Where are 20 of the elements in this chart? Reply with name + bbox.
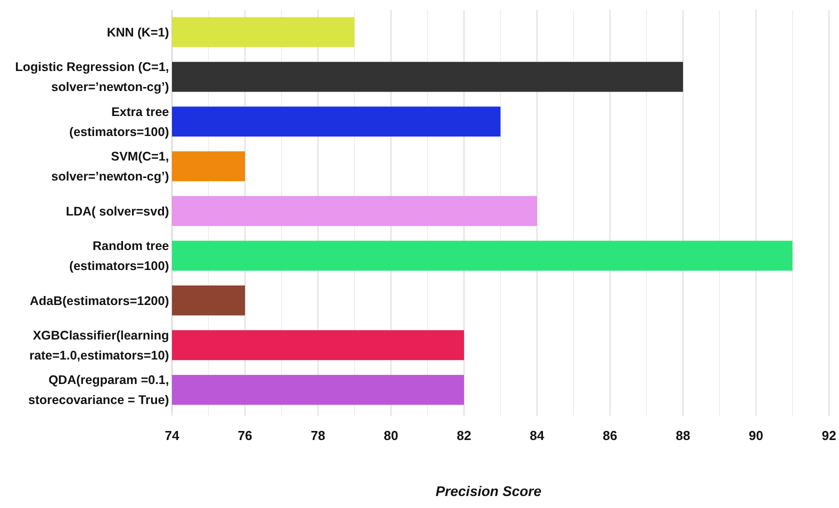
y-tick-label: SVM(C=1, solver=’newton-cg’)	[51, 150, 169, 184]
y-tick-label: Logistic Regression (C=1, solver=’newton-cg’)	[15, 60, 169, 94]
x-tick-label: 90	[748, 428, 764, 443]
y-tick-label: LDA( solver=svd)	[66, 204, 169, 218]
y-tick-label: KNN (K=1)	[106, 26, 169, 40]
x-tick-label: 74	[164, 428, 180, 443]
y-tick-label: XGBClassifier(learning rate=1.0,estimators=10)	[29, 328, 169, 363]
x-tick-label: 76	[238, 428, 252, 443]
y-tick-label: Extra tree (estimators=100)	[69, 104, 170, 139]
x-tick-label: 86	[602, 428, 618, 443]
y-tick-label: QDA(regparam =0.1, storecovariance = True)	[28, 373, 169, 408]
y-tick-label: AdaB(estimators=1200)	[30, 294, 169, 308]
x-tick-label: 84	[530, 428, 545, 443]
x-tick-label: 88	[676, 428, 690, 443]
x-tick-label: 82	[456, 428, 472, 443]
x-tick-label: 78	[310, 428, 326, 443]
x-tick-label: 80	[384, 428, 398, 443]
x-tick-label: 92	[822, 428, 836, 443]
x-axis-title: Precision Score	[436, 483, 542, 499]
y-tick-label: Random tree (estimators=100)	[69, 239, 170, 274]
